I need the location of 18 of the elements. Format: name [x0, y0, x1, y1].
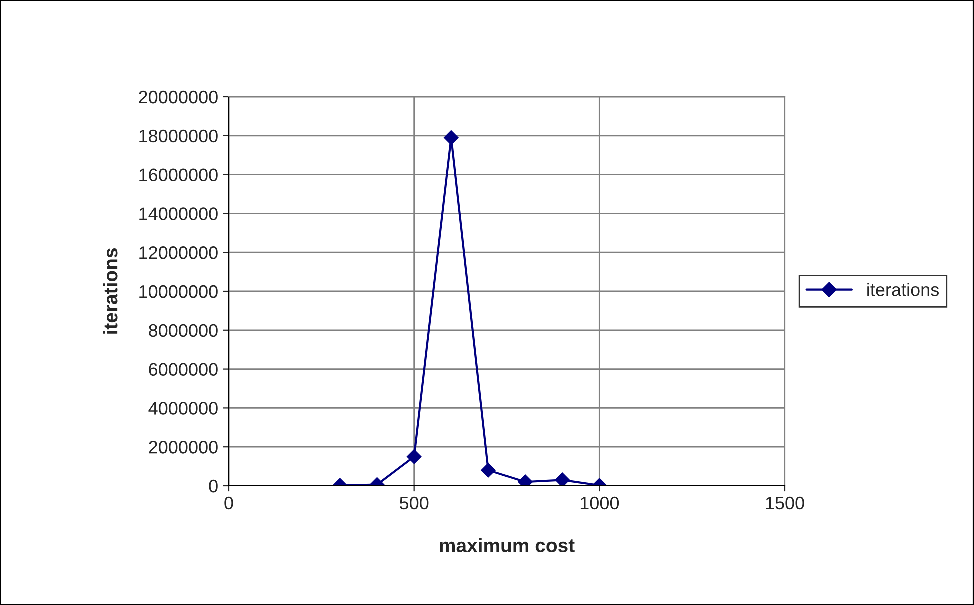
y-tick-label: 4000000 — [148, 402, 218, 415]
x-tick-label: 500 — [400, 496, 429, 510]
x-tick-label: 0 — [224, 496, 234, 510]
legend-label: iterations — [868, 283, 940, 296]
y-tick-label: 14000000 — [140, 208, 218, 220]
y-tick-label: 6000000 — [149, 363, 218, 376]
y-axis-title: iterations — [103, 248, 118, 334]
y-tick-label: 16000000 — [140, 168, 218, 182]
y-tick-label: 0 — [209, 480, 218, 493]
x-axis-title: maximum cost — [440, 538, 575, 553]
x-tick-label: 1500 — [766, 496, 804, 510]
x-tick-label: 1000 — [580, 496, 620, 510]
y-tick-label: 20000000 — [139, 90, 218, 104]
y-tick-label: 12000000 — [140, 246, 218, 260]
y-tick-label: 2000000 — [149, 441, 218, 454]
y-tick-label: 18000000 — [140, 130, 218, 143]
y-tick-label: 10000000 — [140, 285, 218, 298]
y-tick-label: 8000000 — [149, 324, 218, 338]
